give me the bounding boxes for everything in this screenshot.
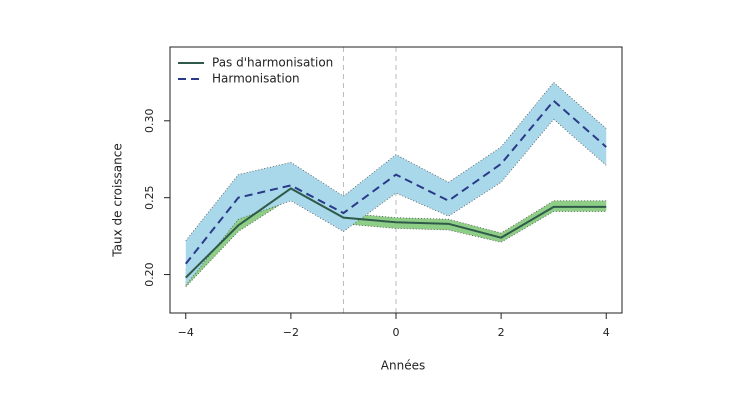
y-tick-label: 0.30 (143, 109, 156, 134)
legend-label: Harmonisation (212, 72, 300, 86)
y-axis-label: Taux de croissance (111, 143, 125, 257)
y-tick-label: 0.20 (143, 262, 156, 287)
band-edge (185, 81, 607, 241)
x-tick-label: −4 (178, 326, 194, 339)
series-line (185, 187, 607, 279)
x-tick-label: 4 (603, 326, 610, 339)
x-tick-label: 2 (498, 326, 505, 339)
legend-label: Pas d'harmonisation (212, 56, 333, 70)
confidence-band (185, 82, 607, 286)
x-tick-label: −2 (283, 326, 299, 339)
plot-frame (169, 46, 623, 314)
y-tick-label: 0.25 (143, 185, 156, 210)
series-line (184, 99, 607, 265)
x-tick-label: 0 (393, 326, 400, 339)
x-axis-label: Années (381, 359, 425, 373)
